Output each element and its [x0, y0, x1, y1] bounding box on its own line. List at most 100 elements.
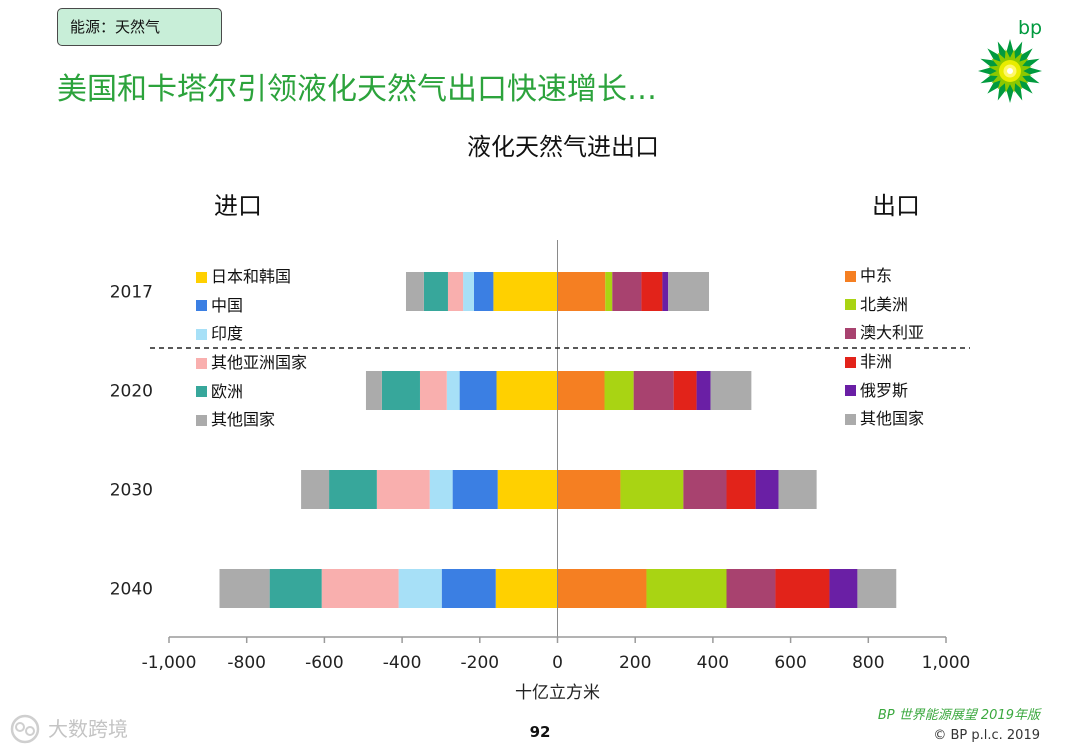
bar-segment-import-2030-series-2 [429, 470, 453, 509]
watermark-logo-icon [10, 714, 40, 744]
category-labels: 2017 2020 2030 2040 [110, 283, 153, 600]
bar-segment-export-2030-series-10 [755, 470, 779, 509]
bar-segment-export-2020-series-10 [696, 371, 711, 410]
year-label-2030: 2030 [110, 481, 153, 501]
bar-segment-import-2020-series-1 [459, 371, 497, 410]
bar-segment-export-2040-series-9 [775, 569, 830, 608]
bar-segment-export-2017-series-9 [641, 272, 663, 311]
legend-label: 澳大利亚 [860, 323, 925, 343]
legend-label: 其他国家 [860, 409, 925, 429]
bar-segment-export-2030-series-6 [557, 470, 621, 509]
legend-swatch [845, 327, 856, 339]
legend-label: 俄罗斯 [860, 380, 909, 400]
bar-segment-export-2030-series-7 [620, 470, 684, 509]
x-tick-label: 0 [552, 653, 563, 673]
slide-title: 美国和卡塔尔引领液化天然气出口快速增长… [57, 72, 657, 107]
bar-segment-import-2040-series-0 [495, 569, 558, 608]
legend-item-europe: 欧洲 [196, 377, 307, 406]
legend-item-middle-east: 中东 [845, 262, 924, 291]
legend-item-other-importers: 其他国家 [196, 406, 307, 435]
bar-segment-import-2040-series-2 [398, 569, 442, 608]
legend-item-australia: 澳大利亚 [845, 319, 924, 348]
bar-segment-import-2040-series-3 [321, 569, 399, 608]
section-tag: 能源：天然气 [57, 8, 222, 46]
bar-segment-import-2020-series-4 [381, 371, 420, 410]
exports-side-label: 出口 [872, 192, 920, 220]
bar-segment-export-2030-series-11 [778, 470, 817, 509]
bar-segment-import-2017-series-0 [493, 272, 558, 311]
chart-title: 液化天然气进出口 [467, 133, 659, 161]
bar-segment-export-2030-series-9 [726, 470, 756, 509]
legend-swatch [845, 356, 856, 368]
bar-segment-import-2030-series-5 [301, 470, 330, 509]
page-number: 92 [529, 723, 551, 741]
year-label-2040: 2040 [110, 580, 153, 600]
legend-swatch [196, 414, 207, 426]
bar-segment-import-2040-series-1 [441, 569, 496, 608]
bar-segment-export-2040-series-11 [857, 569, 897, 608]
legend-swatch [845, 270, 856, 282]
bar-segment-export-2017-series-10 [662, 272, 669, 311]
bar-segment-import-2020-series-5 [365, 371, 382, 410]
x-tick-label: -800 [227, 653, 266, 673]
bar-segment-import-2017-series-2 [463, 272, 474, 311]
legend-label: 日本和韩国 [211, 267, 292, 287]
bar-segment-export-2040-series-7 [646, 569, 727, 608]
legend-item-india: 印度 [196, 320, 307, 349]
bar-segment-export-2030-series-8 [683, 470, 727, 509]
legend-swatch [845, 413, 856, 425]
x-tick-label: -1,000 [142, 653, 197, 673]
legend-label: 中东 [860, 266, 893, 286]
helios-white-center [1007, 68, 1013, 74]
x-tick-label: -400 [383, 653, 422, 673]
bar-segment-import-2017-series-1 [473, 272, 494, 311]
legend-label: 欧洲 [211, 381, 244, 401]
x-tick-label: -600 [305, 653, 344, 673]
x-tick-label: 200 [619, 653, 651, 673]
x-axis: -1,000 -800 -600 -400 -200 0 200 400 600 800 1,000 [142, 636, 971, 673]
legend-item-other-exporters: 其他国家 [845, 405, 924, 434]
legend-item-africa: 非洲 [845, 348, 924, 377]
legend-swatch [196, 328, 207, 340]
bar-segment-export-2017-series-7 [605, 272, 613, 311]
legend-item-north-america: 北美洲 [845, 291, 924, 320]
legend-label: 非洲 [860, 352, 893, 372]
legend-swatch [196, 271, 207, 283]
x-tick-label: 800 [852, 653, 884, 673]
legend-label: 其他国家 [211, 410, 276, 430]
legend-item-other-asia: 其他亚洲国家 [196, 349, 307, 378]
bar-segment-import-2030-series-3 [376, 470, 430, 509]
x-tick-label: 400 [697, 653, 729, 673]
legend-label: 印度 [211, 324, 244, 344]
bar-segment-import-2030-series-1 [452, 470, 498, 509]
bar-segment-export-2020-series-8 [633, 371, 674, 410]
legend-swatch [196, 386, 207, 398]
watermark: 大数跨境 [8, 712, 128, 746]
bar-segment-import-2017-series-4 [423, 272, 448, 311]
legend-swatch [196, 300, 207, 312]
bar-segment-import-2020-series-3 [419, 371, 447, 410]
x-axis-title: 十亿立方米 [515, 683, 600, 703]
x-tick-label: 1,000 [922, 653, 971, 673]
source-note: BP 世界能源展望 2019年版 [877, 708, 1040, 723]
legend-label: 北美洲 [860, 294, 909, 314]
legend-item-china: 中国 [196, 292, 307, 321]
legend-swatch [845, 385, 856, 397]
bar-segment-export-2040-series-6 [557, 569, 647, 608]
bar-segment-export-2040-series-8 [726, 569, 776, 608]
bar-segment-import-2040-series-5 [219, 569, 270, 608]
bar-segment-export-2040-series-10 [829, 569, 858, 608]
bar-segment-import-2017-series-3 [447, 272, 464, 311]
legend-exports: 中东 北美洲 澳大利亚 非洲 俄罗斯 其他国家 [845, 262, 924, 434]
imports-side-label: 进口 [214, 192, 262, 220]
bar-segment-export-2017-series-11 [668, 272, 710, 311]
x-tick-label: 600 [774, 653, 806, 673]
legend-label: 其他亚洲国家 [211, 353, 308, 373]
bars-group [219, 272, 897, 608]
bar-segment-export-2017-series-6 [557, 272, 606, 311]
bp-logo-text: bp [1018, 17, 1043, 39]
bar-segment-import-2030-series-0 [497, 470, 558, 509]
bar-segment-import-2040-series-4 [269, 569, 322, 608]
bar-segment-export-2017-series-8 [612, 272, 642, 311]
